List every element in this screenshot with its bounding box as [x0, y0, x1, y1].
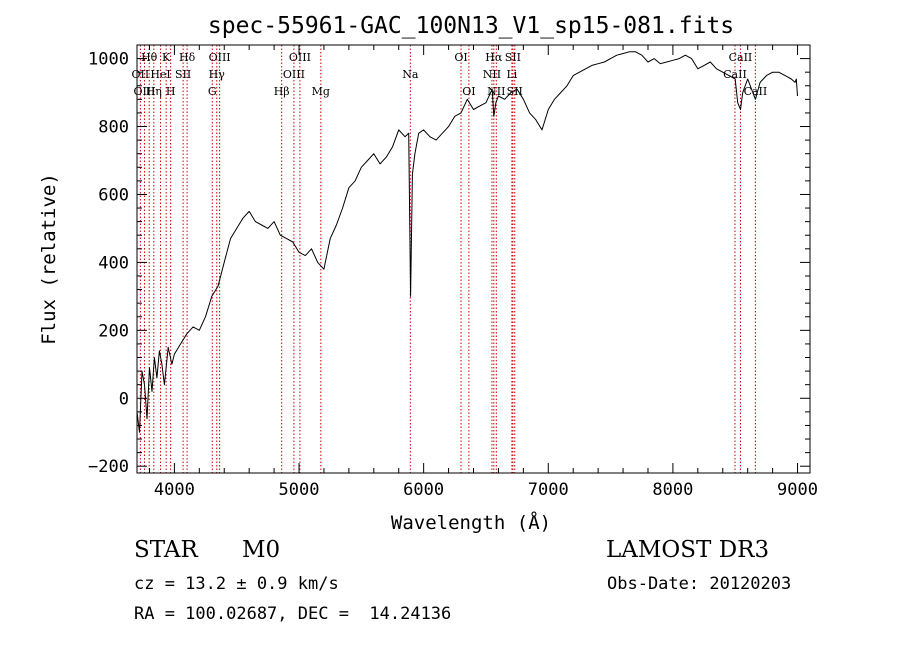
survey-name: LAMOST DR3	[606, 537, 770, 563]
line-label-6: H	[166, 85, 176, 98]
object-class: STAR	[134, 537, 198, 563]
y-tick-label-3: 400	[98, 253, 129, 273]
x-tick-label-4: 8000	[652, 480, 693, 500]
spectral-line-labels: Hθ OII OIII K HeI Hη H Hδ SII OIII Hγ G Hβ OIII OIII Mg…	[132, 51, 768, 98]
spectrum-series	[136, 51, 798, 433]
line-label-23: Li	[506, 68, 517, 81]
line-label-15: Mg	[312, 85, 330, 98]
line-label-5: Hη	[146, 85, 162, 98]
x-tick-label-5: 9000	[777, 480, 818, 500]
line-label-10: Hγ	[209, 68, 226, 81]
line-label-7: Hδ	[179, 51, 196, 64]
line-label-11: G	[208, 85, 217, 98]
y-tick-label-2: 200	[98, 321, 129, 341]
line-label-4: HeI	[150, 68, 170, 81]
line-label-26: CaII	[723, 68, 747, 81]
line-label-27: CaII	[744, 85, 768, 98]
x-tick-label-0: 4000	[154, 480, 195, 500]
line-label-9: OIII	[209, 51, 231, 64]
y-tick-label-5: 800	[98, 118, 129, 138]
spectral-line-markers	[139, 45, 756, 473]
y-axis-label: Flux (relative)	[38, 173, 60, 345]
line-label-18: OI	[462, 85, 475, 98]
redshift-readout: cz = 13.2 ± 0.9 km/s	[134, 574, 339, 594]
y-tick-label-0: −200	[88, 457, 129, 477]
x-axis: 4000 5000 6000 7000 8000 9000	[148, 45, 818, 500]
y-tick-label-6: 1000	[88, 50, 129, 70]
line-label-3: K	[162, 51, 171, 64]
x-tick-label-1: 5000	[279, 480, 320, 500]
line-label-17: OI	[454, 51, 467, 64]
line-label-12: Hβ	[274, 85, 290, 98]
object-subclass: M0	[242, 537, 281, 563]
line-label-8: SII	[175, 68, 191, 81]
chart-title: spec-55961-GAC_100N13_V1_sp15-081.fits	[208, 13, 734, 39]
line-label-0: Hθ	[141, 51, 158, 64]
line-label-20: NII	[483, 68, 501, 81]
coordinates-readout: RA = 100.02687, DEC = 14.24136	[134, 604, 452, 624]
y-tick-label-4: 600	[98, 185, 129, 205]
x-axis-label: Wavelength (Å)	[391, 511, 551, 534]
y-tick-label-1: 0	[119, 389, 129, 409]
y-axis: −200 0 200 400 600 800 1000	[88, 50, 810, 477]
line-label-14: OIII	[283, 68, 305, 81]
line-label-21: NII	[487, 85, 505, 98]
line-label-22: SII	[505, 51, 521, 64]
line-label-19: Hα	[485, 51, 503, 64]
spectrum-line	[136, 51, 798, 433]
x-tick-label-3: 7000	[528, 480, 569, 500]
line-label-24: SII	[507, 85, 523, 98]
observation-date: Obs-Date: 20120203	[607, 574, 792, 594]
line-label-25: CaII	[729, 51, 753, 64]
line-label-1: OII	[132, 68, 150, 81]
line-label-16: Na	[402, 68, 419, 81]
x-tick-label-2: 6000	[403, 480, 444, 500]
line-label-2: OIII	[133, 85, 155, 98]
line-label-13: OIII	[289, 51, 311, 64]
